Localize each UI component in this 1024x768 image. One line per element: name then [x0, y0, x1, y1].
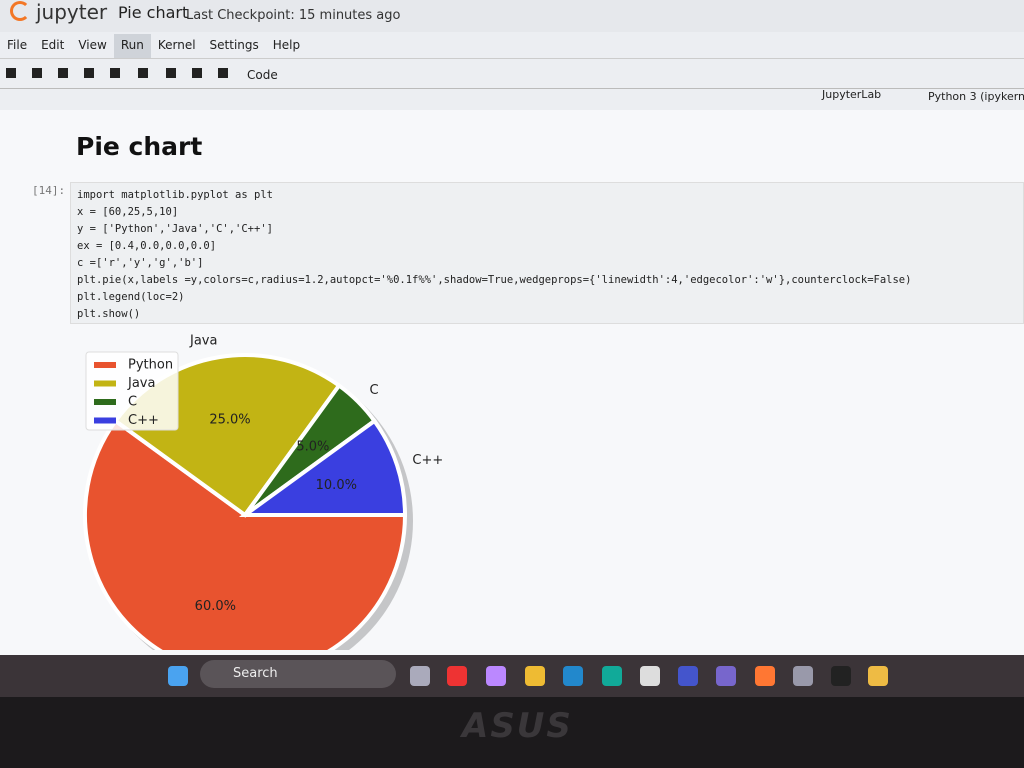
app-icon[interactable]: [793, 666, 813, 686]
app-icon[interactable]: [525, 666, 545, 686]
toolbar: Code: [0, 60, 1024, 89]
taskbar: Search: [0, 655, 1024, 697]
app-icon[interactable]: [447, 666, 467, 686]
menu-item[interactable]: Help: [272, 38, 301, 52]
slice-label: 25.0%: [209, 413, 250, 428]
logo[interactable]: jupyter: [10, 0, 107, 24]
header: jupyter Pie chart Last Checkpoint: 15 mi…: [0, 0, 1024, 32]
slice-label: 10.0%: [316, 478, 357, 493]
screen: jupyter Pie chart Last Checkpoint: 15 mi…: [0, 0, 1024, 655]
code-line: import matplotlib.pyplot as plt: [77, 189, 273, 201]
kernel-status[interactable]: Python 3 (ipykernel): [928, 90, 1024, 103]
legend-swatch: [94, 399, 116, 405]
app-icon[interactable]: [563, 666, 583, 686]
code-line: c =['r','y','g','b']: [77, 257, 204, 269]
app-icon[interactable]: [755, 666, 775, 686]
app-icon[interactable]: [716, 666, 736, 686]
save-button[interactable]: [6, 68, 16, 78]
cell-prompt: [14]:: [32, 184, 66, 197]
category-label: C++: [412, 453, 443, 468]
code-line: y = ['Python','Java','C','C++']: [77, 223, 273, 235]
legend-swatch: [94, 380, 116, 387]
category-label: Java: [189, 334, 217, 349]
legend-label: C++: [128, 413, 159, 428]
menu-bar: File Edit View Run Kernel Settings Help: [0, 34, 1024, 59]
app-icon[interactable]: [678, 666, 698, 686]
notebook-name[interactable]: Pie chart: [118, 3, 189, 22]
search-box[interactable]: Search: [200, 660, 396, 688]
pie-slice: [83, 418, 408, 650]
app-icon[interactable]: [602, 666, 622, 686]
app-icon[interactable]: [868, 666, 888, 686]
add-button[interactable]: [32, 68, 42, 78]
stop-button[interactable]: [166, 68, 176, 78]
legend-swatch: [94, 417, 116, 424]
menu-item[interactable]: Run: [113, 34, 151, 58]
app-icon[interactable]: [640, 666, 660, 686]
run-button[interactable]: [138, 68, 148, 78]
cell-type-select[interactable]: Code: [247, 68, 278, 82]
slice-label: 60.0%: [195, 599, 236, 614]
code-line: plt.legend(loc=2): [77, 291, 185, 303]
copy-button[interactable]: [84, 68, 94, 78]
cut-button[interactable]: [58, 68, 68, 78]
app-icon[interactable]: [486, 666, 506, 686]
pie-slice: [238, 418, 408, 517]
run-all-button[interactable]: [218, 68, 228, 78]
code-line: x = [60,25,5,10]: [77, 206, 179, 218]
code-line: plt.pie(x,labels =y,colors=c,radius=1.2,…: [77, 274, 912, 286]
code-line: plt.show(): [77, 308, 141, 320]
menu-item[interactable]: File: [7, 38, 28, 52]
code-line: ex = [0.4,0.0,0.0,0.0]: [77, 240, 217, 252]
app-icon[interactable]: [831, 666, 851, 686]
paste-button[interactable]: [110, 68, 120, 78]
code-cell[interactable]: import matplotlib.pyplot as plt x = [60,2…: [70, 182, 1024, 324]
checkpoint: Last Checkpoint: 15 minutes ago: [186, 8, 401, 23]
legend-label: Python: [128, 358, 173, 373]
jupyterlab-link[interactable]: JupyterLab: [822, 88, 882, 101]
legend-label: Java: [127, 376, 155, 391]
app-icon[interactable]: [410, 666, 430, 686]
menu-item[interactable]: Settings: [209, 38, 259, 52]
category-label: C: [369, 383, 378, 398]
menu-item[interactable]: View: [78, 38, 107, 52]
markdown-heading: Pie chart: [76, 132, 203, 161]
menu-item[interactable]: Kernel: [157, 38, 196, 52]
restart-button[interactable]: [192, 68, 202, 78]
legend-swatch: [94, 362, 116, 368]
menu-item[interactable]: Edit: [41, 38, 65, 52]
legend-label: C: [128, 395, 137, 410]
start-button[interactable]: [168, 666, 188, 686]
chart: 60.0%Python25.0%Java5.0%C10.0%C++PythonJ…: [83, 334, 443, 650]
slice-label: 5.0%: [296, 440, 329, 455]
legend-box: [85, 351, 179, 431]
brand-logo: ASUS: [462, 706, 573, 746]
